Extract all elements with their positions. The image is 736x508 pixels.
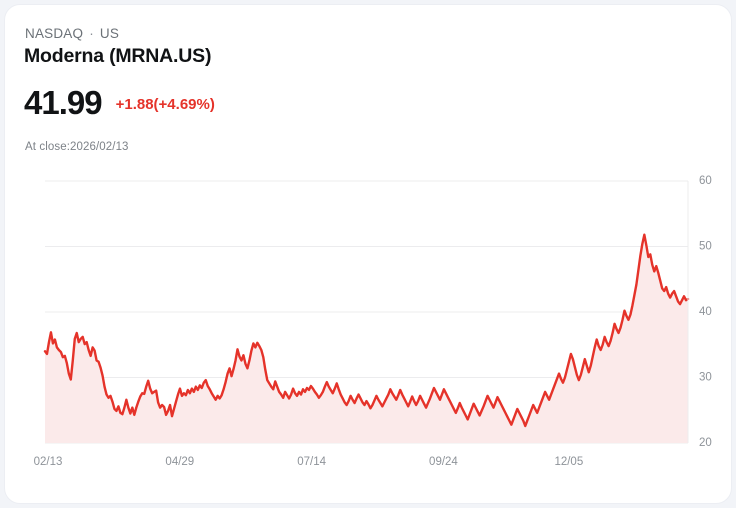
chart-area-fill [45,234,688,443]
exchange-region-line: NASDAQ · US [25,26,119,41]
x-axis-tick-04-29: 04/29 [165,456,194,468]
page-title: Moderna (MRNA.US) [24,45,212,67]
price-chart-svg[interactable]: 20 30 40 50 60 02/13 04/29 07/14 09/24 12/05 [5,165,732,504]
y-axis-tick-50: 50 [699,241,712,253]
price-line-path [43,233,690,428]
market-status: At close:2026/02/13 [25,141,129,153]
y-axis-tick-40: 40 [699,306,712,318]
exchange-label: NASDAQ [25,26,84,41]
y-axis-labels: 20 30 40 50 60 [699,175,712,449]
price-row: 41.99 +1.88(+4.69%) [24,84,215,124]
separator-dot: · [89,26,94,41]
price-chart[interactable]: 20 30 40 50 60 02/13 04/29 07/14 09/24 12/05 [5,165,732,504]
region-label: US [99,26,120,41]
stock-quote-card: NASDAQ · US Moderna (MRNA.US) 41.99 +1.88(+… [4,4,732,504]
x-axis-labels: 02/13 04/29 07/14 09/24 12/05 [34,456,584,468]
area-fill-path [45,234,688,443]
price-change: +1.88(+4.69%) [115,96,215,113]
chart-line [43,233,690,428]
y-axis-tick-30: 30 [699,372,712,384]
x-axis-tick-12-05: 12/05 [554,456,583,468]
x-axis-tick-02-13: 02/13 [34,456,63,468]
y-axis-tick-60: 60 [699,175,712,187]
y-axis-tick-20: 20 [699,437,712,449]
x-axis-tick-09-24: 09/24 [429,456,458,468]
last-price: 41.99 [24,84,103,121]
x-axis-tick-07-14: 07/14 [297,456,326,468]
